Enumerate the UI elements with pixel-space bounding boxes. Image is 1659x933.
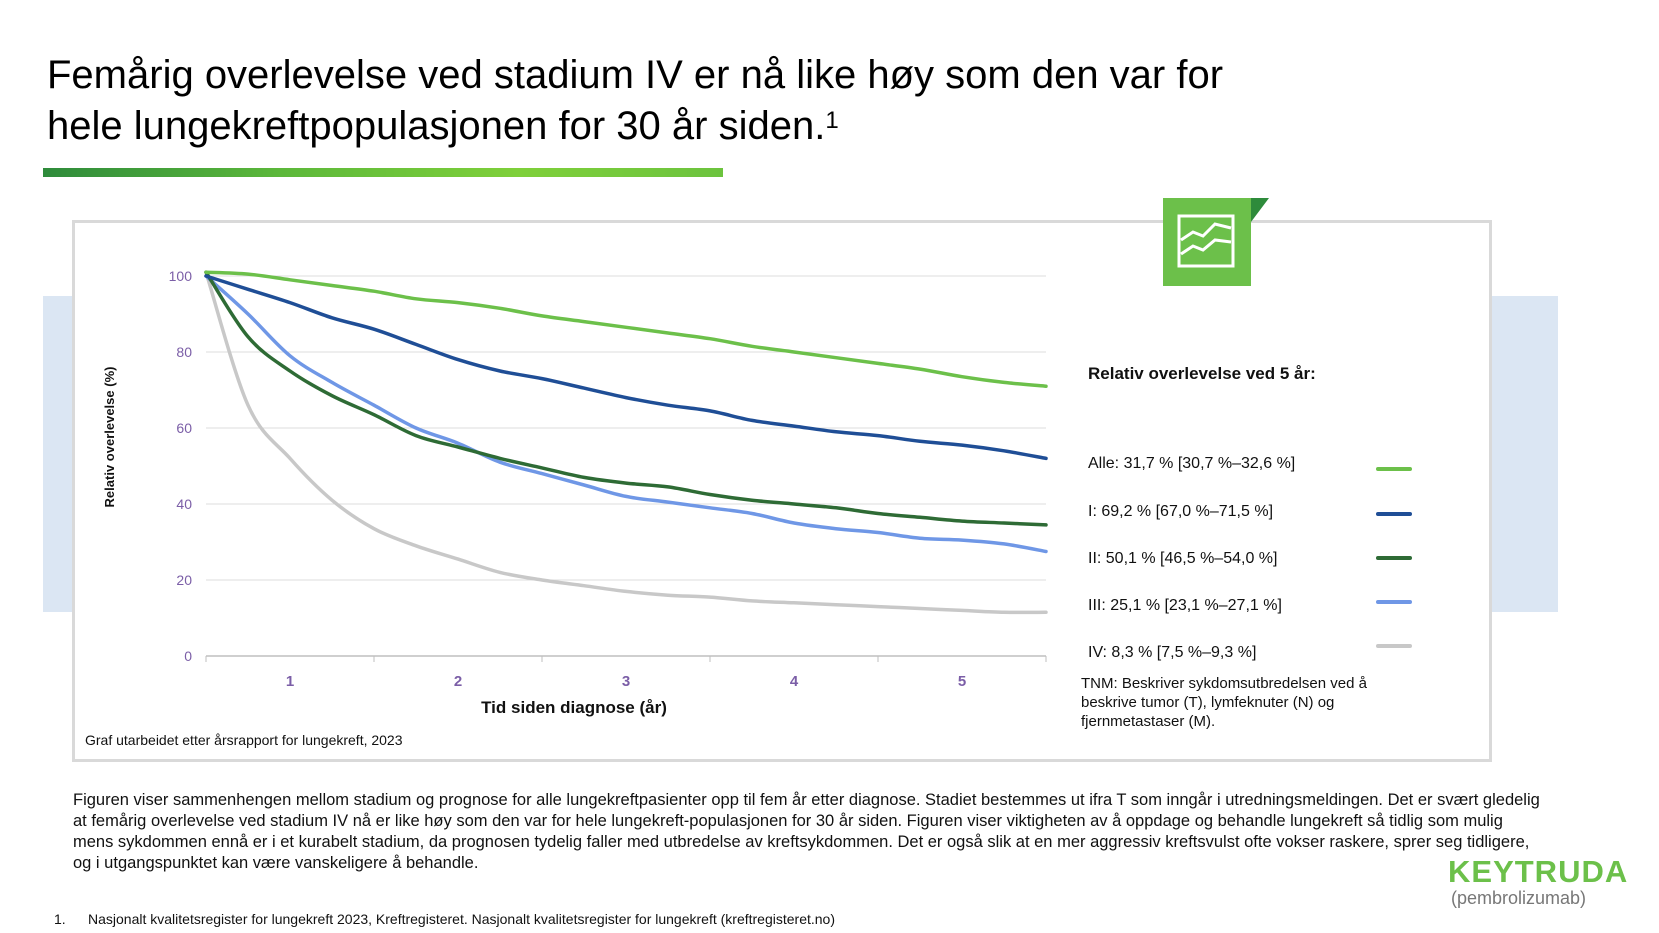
- legend-swatch-alle: [1376, 467, 1412, 471]
- y-axis-label: Relativ overlevelse (%): [102, 367, 117, 508]
- icon-corner-fold: [1251, 198, 1269, 222]
- x-tick-label: 3: [622, 673, 630, 690]
- footnote-text: Nasjonalt kvalitetsregister for lungekre…: [88, 911, 835, 927]
- legend-label-stage-4: IV: 8,3 % [7,5 %–9,3 %]: [1088, 644, 1257, 661]
- y-tick-label: 40: [176, 496, 192, 512]
- legend-swatch-stage-4: [1376, 644, 1412, 648]
- footnote-number: 1.: [54, 911, 66, 927]
- legend-label-stage-2: II: 50,1 % [46,5 %–54,0 %]: [1088, 550, 1278, 567]
- y-tick-label: 20: [176, 572, 192, 588]
- legend-label-stage-1: I: 69,2 % [67,0 %–71,5 %]: [1088, 503, 1274, 520]
- y-tick-label: 60: [176, 420, 192, 436]
- legend-swatch-stage-3: [1376, 600, 1412, 604]
- brand-logo: KEYTRUDA: [1448, 854, 1629, 889]
- series-line-ii: [204, 270, 1048, 527]
- line-chart-icon: [1163, 198, 1251, 286]
- source-note: Graf utarbeidet etter årsrapport for lun…: [85, 732, 403, 748]
- legend-swatch-stage-2: [1376, 556, 1412, 560]
- footnote: 1. Nasjonalt kvalitetsregister for lungek…: [54, 911, 835, 927]
- x-tick-label: 2: [454, 673, 462, 690]
- y-tick-label: 0: [184, 648, 192, 664]
- chart-axes: 0 20 40 60 80 100 1 2 3 4 5: [169, 268, 1047, 690]
- y-tick-label: 100: [169, 268, 193, 284]
- x-tick-label: 5: [958, 673, 966, 690]
- series-line-i: [204, 274, 1048, 461]
- legend-heading: Relativ overlevelse ved 5 år:: [1088, 364, 1316, 383]
- series-line-alle: [204, 270, 1048, 388]
- series-line-iii: [204, 274, 1048, 554]
- x-tick-label: 1: [286, 673, 294, 690]
- brand-generic-name: (pembrolizumab): [1451, 888, 1587, 908]
- x-tick-label: 4: [790, 673, 799, 690]
- tnm-note: TNM: Beskriver sykdomsutbredelsen ved å …: [1081, 675, 1367, 730]
- series-line-iv: [204, 270, 1048, 615]
- legend-label-alle: Alle: 31,7 % [30,7 %–32,6 %]: [1088, 455, 1296, 472]
- title-line-1: Femårig overlevelse ved stadium IV er nå…: [47, 53, 1224, 97]
- title-underline-bar: [43, 168, 723, 177]
- chart-series: [204, 270, 1048, 615]
- page-title: Femårig overlevelse ved stadium IV er nå…: [47, 50, 1397, 152]
- legend-swatch-stage-1: [1376, 512, 1412, 516]
- legend-label-stage-3: III: 25,1 % [23,1 %–27,1 %]: [1088, 597, 1282, 614]
- title-line-2: hele lungekreftpopulasjonen for 30 år si…: [47, 104, 826, 148]
- description-paragraph: Figuren viser sammenhengen mellom stadiu…: [73, 791, 1540, 872]
- title-footnote-ref: 1: [825, 107, 839, 134]
- chart-grid: [206, 275, 1046, 581]
- y-tick-label: 80: [176, 344, 192, 360]
- x-axis-label: Tid siden diagnose (år): [481, 698, 667, 717]
